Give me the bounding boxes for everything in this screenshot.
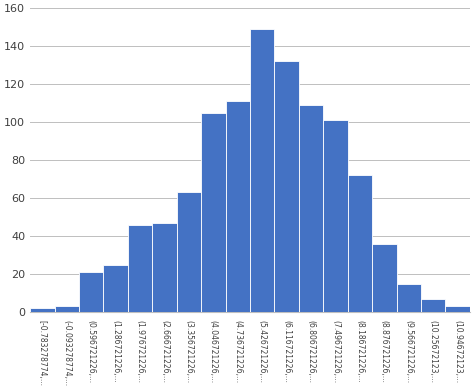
Bar bbox=[30, 308, 55, 312]
Bar bbox=[397, 284, 421, 312]
Bar bbox=[177, 192, 201, 312]
Bar bbox=[55, 307, 79, 312]
Bar bbox=[274, 61, 299, 312]
Bar bbox=[201, 113, 226, 312]
Bar bbox=[152, 223, 177, 312]
Bar bbox=[348, 176, 372, 312]
Bar bbox=[446, 307, 470, 312]
Bar bbox=[103, 264, 128, 312]
Bar bbox=[421, 299, 446, 312]
Bar bbox=[79, 272, 103, 312]
Bar bbox=[226, 101, 250, 312]
Bar bbox=[250, 29, 274, 312]
Bar bbox=[372, 244, 397, 312]
Bar bbox=[128, 225, 152, 312]
Bar bbox=[323, 120, 348, 312]
Bar bbox=[299, 105, 323, 312]
